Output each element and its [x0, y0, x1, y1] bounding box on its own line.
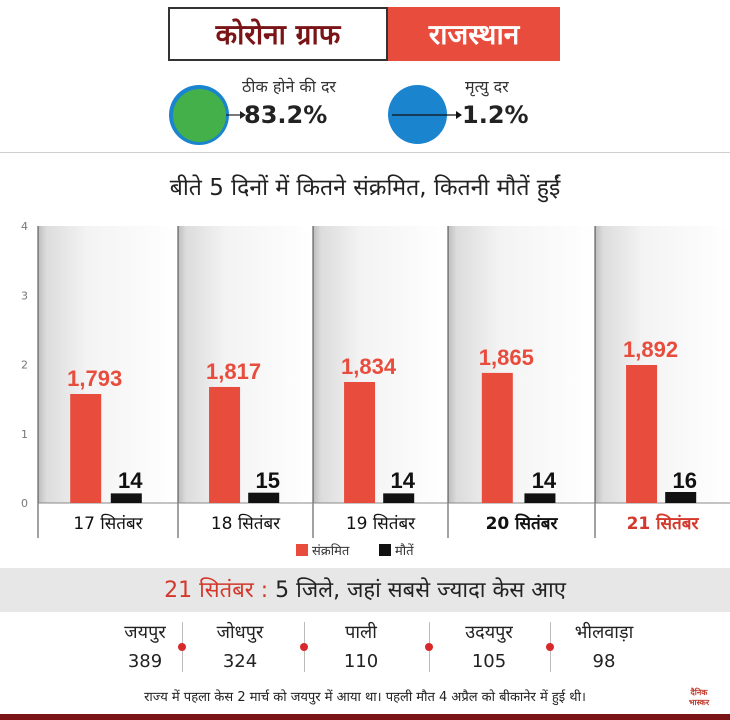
deaths-bar: [383, 493, 415, 503]
district-item: उदयपुर 105: [429, 620, 549, 672]
recovery-rate-fill-icon: [173, 89, 226, 142]
deaths-value-label: 16: [672, 468, 696, 493]
cases-value-label: 1,834: [341, 354, 397, 379]
y-tick-label: 1: [21, 428, 28, 441]
recovery-rate-value: 83.2%: [244, 101, 328, 129]
district-count: 324: [222, 651, 258, 672]
state-name-badge: राजस्थान: [388, 7, 560, 61]
deaths-bar: [524, 493, 556, 503]
column-background: [38, 226, 178, 503]
cases-bar: [481, 372, 513, 503]
logo-line-1: दैनिक: [690, 688, 708, 697]
dainik-bhaskar-logo: दैनिक भास्कर: [686, 688, 712, 710]
legend-cases-swatch: [296, 544, 308, 556]
deaths-bar: [248, 492, 280, 503]
cases-bar: [344, 381, 376, 503]
district-count: 98: [592, 651, 616, 672]
recovery-arrow-icon: [226, 111, 246, 119]
cases-bar: [70, 394, 102, 503]
cases-bar: [626, 365, 658, 503]
column-background: [313, 226, 448, 503]
district-item: जोधपुर 324: [180, 620, 300, 672]
district-heading-text: 5 जिले, जहां सबसे ज्यादा केस आए: [268, 578, 566, 603]
bottom-brand-rule: [0, 714, 730, 720]
district-separator-dot-icon: [546, 643, 554, 651]
x-axis-date-label: 17 सितंबर: [73, 513, 143, 534]
district-count: 105: [471, 651, 507, 672]
legend-deaths-swatch: [379, 544, 391, 556]
column-background: [448, 226, 595, 503]
infographic-title: कोरोना ग्राफ: [168, 7, 388, 61]
column-backgrounds: [37, 226, 730, 538]
column-background: [178, 226, 313, 503]
district-name: पाली: [345, 622, 377, 643]
district-item: जयपुर 389: [85, 620, 205, 672]
district-name: जयपुर: [124, 622, 166, 643]
recovery-rate-label: ठीक होने की दर: [242, 77, 336, 96]
district-name: उदयपुर: [465, 622, 513, 643]
district-count: 110: [343, 651, 379, 672]
section-divider: [0, 152, 730, 153]
district-item: भीलवाड़ा 98: [544, 620, 664, 672]
legend-cases-label: संक्रमित: [312, 544, 350, 559]
district-separator-dot-icon: [425, 643, 433, 651]
district-heading-band: [0, 568, 730, 612]
column-background: [595, 226, 730, 503]
y-tick-label: 0: [21, 497, 28, 510]
x-axis-date-label: 19 सितंबर: [346, 513, 416, 534]
deaths-value-label: 15: [255, 468, 279, 493]
cases-value-label: 1,793: [67, 366, 122, 391]
death-rate-label: मृत्यु दर: [465, 77, 509, 96]
deaths-value-label: 14: [532, 468, 557, 493]
y-tick-label: 3: [21, 289, 28, 302]
legend-deaths-label: मौतें: [395, 544, 414, 559]
district-separator-dot-icon: [300, 643, 308, 651]
district-name: जोधपुर: [216, 622, 264, 643]
x-axis-date-label: 18 सितंबर: [211, 513, 281, 534]
district-item: पाली 110: [301, 620, 421, 672]
logo-line-2: भास्कर: [688, 698, 710, 707]
footnote: राज्य में पहला केस 2 मार्च को जयपुर में …: [144, 690, 586, 705]
data-labels: 1,793 14 1,817 15 1,834 14 1,865 14 1,892 16: [67, 337, 697, 493]
x-axis-date-label: 21 सितंबर: [627, 513, 700, 534]
deaths-value-label: 14: [118, 468, 143, 493]
death-arrow-icon: [392, 111, 462, 119]
cases-value-label: 1,892: [623, 337, 678, 362]
x-axis-date-label: 20 सितंबर: [486, 513, 559, 534]
rate-arrows: [226, 111, 462, 119]
district-count: 389: [127, 651, 163, 672]
cases-bar: [209, 386, 241, 503]
district-heading-date: 21 सितंबर :: [164, 578, 269, 603]
death-rate-value: 1.2%: [462, 101, 529, 129]
y-tick-label: 2: [21, 359, 28, 372]
district-name: भीलवाड़ा: [574, 622, 634, 643]
deaths-bar: [665, 492, 697, 503]
cases-value-label: 1,817: [206, 359, 261, 384]
chart-title: बीते 5 दिनों में कितने संक्रमित, कितनी म…: [169, 175, 561, 201]
district-heading: 21 सितंबर : 5 जिले, जहां सबसे ज्यादा केस…: [0, 574, 730, 604]
data-bars: [70, 365, 697, 503]
y-axis-ticks: 0 1 2 3 4: [21, 220, 28, 510]
y-tick-label: 4: [21, 220, 28, 233]
cases-value-label: 1,865: [479, 345, 534, 370]
deaths-bar: [110, 493, 142, 503]
deaths-value-label: 14: [390, 468, 415, 493]
district-separator-dot-icon: [178, 643, 186, 651]
x-axis-labels: 17 सितंबर 18 सितंबर 19 सितंबर 20 सितंबर 21 स…: [73, 513, 699, 534]
